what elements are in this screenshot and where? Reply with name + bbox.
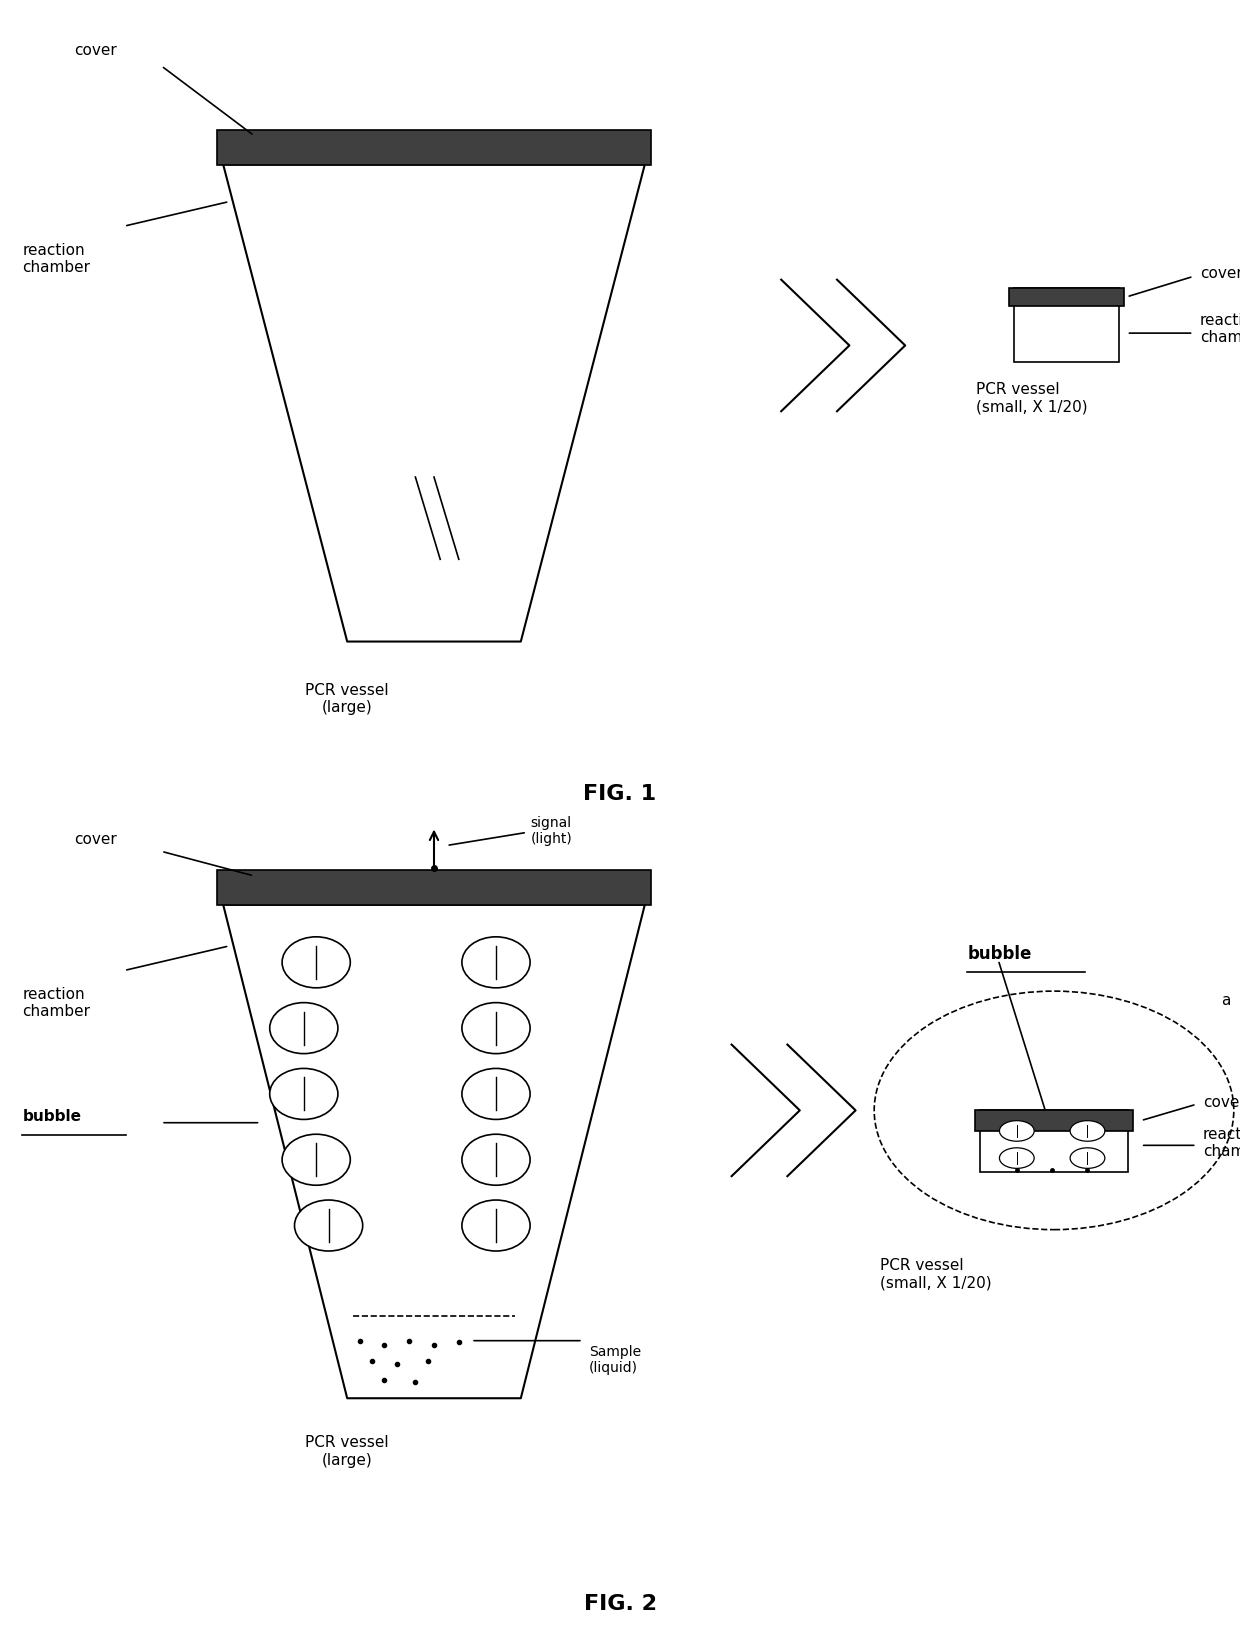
Text: a: a [1221, 992, 1231, 1007]
Ellipse shape [1070, 1120, 1105, 1142]
Ellipse shape [281, 936, 351, 987]
Text: reaction
chamber: reaction chamber [22, 987, 91, 1020]
Text: cover: cover [74, 832, 117, 847]
Text: bubble: bubble [22, 1109, 82, 1125]
Ellipse shape [461, 1135, 531, 1184]
Text: reaction
chamber: reaction chamber [1203, 1127, 1240, 1160]
Ellipse shape [281, 1135, 351, 1184]
Text: reaction
chamber: reaction chamber [22, 242, 91, 275]
Ellipse shape [294, 1201, 362, 1250]
Ellipse shape [461, 1002, 531, 1053]
Ellipse shape [461, 1069, 531, 1119]
FancyBboxPatch shape [1013, 288, 1118, 362]
Ellipse shape [1070, 1148, 1105, 1168]
FancyBboxPatch shape [980, 1110, 1128, 1171]
Text: PCR vessel
(small, X 1/20): PCR vessel (small, X 1/20) [880, 1258, 992, 1291]
Text: reaction
chamber: reaction chamber [1200, 313, 1240, 345]
Ellipse shape [270, 1002, 337, 1053]
Ellipse shape [999, 1120, 1034, 1142]
Text: PCR vessel
(small, X 1/20): PCR vessel (small, X 1/20) [976, 383, 1089, 415]
Ellipse shape [461, 1201, 531, 1250]
Text: PCR vessel
(large): PCR vessel (large) [305, 683, 389, 716]
Text: signal
(light): signal (light) [531, 816, 573, 846]
Text: PCR vessel
(large): PCR vessel (large) [305, 1434, 389, 1467]
Ellipse shape [461, 936, 531, 987]
Ellipse shape [999, 1148, 1034, 1168]
FancyBboxPatch shape [975, 1110, 1133, 1132]
Text: bubble: bubble [967, 946, 1032, 962]
FancyBboxPatch shape [217, 130, 651, 165]
FancyBboxPatch shape [1009, 288, 1123, 306]
Text: FIG. 2: FIG. 2 [584, 1594, 656, 1614]
Ellipse shape [270, 1069, 337, 1119]
Text: cover: cover [1203, 1096, 1240, 1110]
Text: Sample
(liquid): Sample (liquid) [589, 1346, 641, 1375]
Text: cover: cover [74, 43, 117, 58]
Text: FIG. 1: FIG. 1 [584, 783, 656, 804]
FancyBboxPatch shape [217, 870, 651, 905]
Text: cover: cover [1200, 266, 1240, 281]
